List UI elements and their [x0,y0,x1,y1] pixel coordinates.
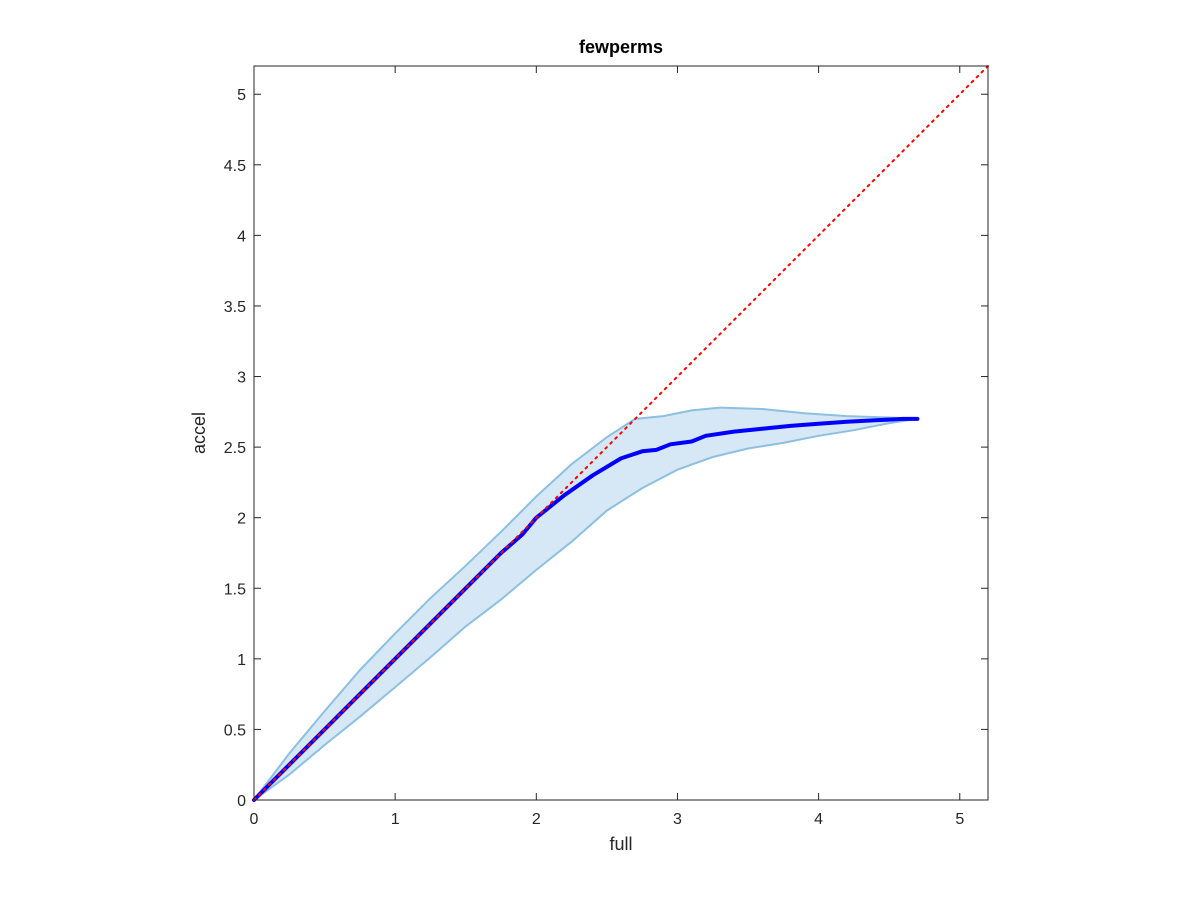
axes-box [253,65,989,801]
series-layer [252,65,989,802]
x-tick-label: 4 [814,811,823,828]
x-axis-ticks: 0 1 2 3 4 5 [250,66,964,828]
y-tick-label: 2.5 [224,440,246,457]
y-tick-label: 1 [237,652,246,669]
x-tick-label: 2 [532,811,541,828]
confidence-band [253,406,918,801]
x-tick-label: 0 [250,811,259,828]
band-lower-edge [253,417,918,801]
y-tick-label: 0.5 [224,722,246,739]
y-tick-label: 4 [237,228,246,245]
mean-line [252,416,920,802]
chart-title: fewperms [579,37,663,57]
y-tick-label: 3.5 [224,299,246,316]
y-axis-ticks: 0 0.5 1 1.5 2 2.5 3 3.5 4 4.5 5 [224,87,988,810]
identity-reference-line [253,65,989,801]
x-tick-label: 1 [391,811,400,828]
y-tick-label: 2 [237,511,246,528]
x-tick-label: 5 [955,811,964,828]
y-tick-label: 3 [237,370,246,387]
y-tick-label: 0 [237,793,246,810]
x-axis-label: full [609,834,632,854]
band-fill [254,407,918,800]
y-tick-label: 5 [237,87,246,104]
y-axis-label: accel [189,412,209,454]
y-tick-label: 1.5 [224,581,246,598]
x-tick-label: 3 [673,811,682,828]
y-tick-label: 4.5 [224,158,246,175]
band-upper-edge [253,406,918,801]
